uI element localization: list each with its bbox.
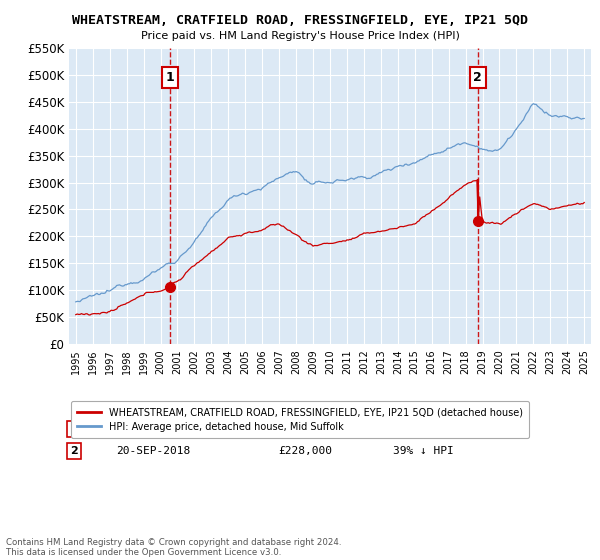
- Text: 1: 1: [166, 71, 175, 84]
- Text: Price paid vs. HM Land Registry's House Price Index (HPI): Price paid vs. HM Land Registry's House …: [140, 31, 460, 41]
- Text: 1: 1: [70, 424, 78, 434]
- Text: 2: 2: [473, 71, 482, 84]
- Text: 20-SEP-2018: 20-SEP-2018: [116, 446, 190, 456]
- Text: £107,200: £107,200: [278, 424, 332, 434]
- Text: 18% ↓ HPI: 18% ↓ HPI: [392, 424, 454, 434]
- Text: 39% ↓ HPI: 39% ↓ HPI: [392, 446, 454, 456]
- Text: WHEATSTREAM, CRATFIELD ROAD, FRESSINGFIELD, EYE, IP21 5QD: WHEATSTREAM, CRATFIELD ROAD, FRESSINGFIE…: [72, 14, 528, 27]
- Text: 31-JUL-2000: 31-JUL-2000: [116, 424, 190, 434]
- Text: £228,000: £228,000: [278, 446, 332, 456]
- Text: 2: 2: [70, 446, 78, 456]
- Legend: WHEATSTREAM, CRATFIELD ROAD, FRESSINGFIELD, EYE, IP21 5QD (detached house), HPI:: WHEATSTREAM, CRATFIELD ROAD, FRESSINGFIE…: [71, 401, 529, 438]
- Text: Contains HM Land Registry data © Crown copyright and database right 2024.
This d: Contains HM Land Registry data © Crown c…: [6, 538, 341, 557]
